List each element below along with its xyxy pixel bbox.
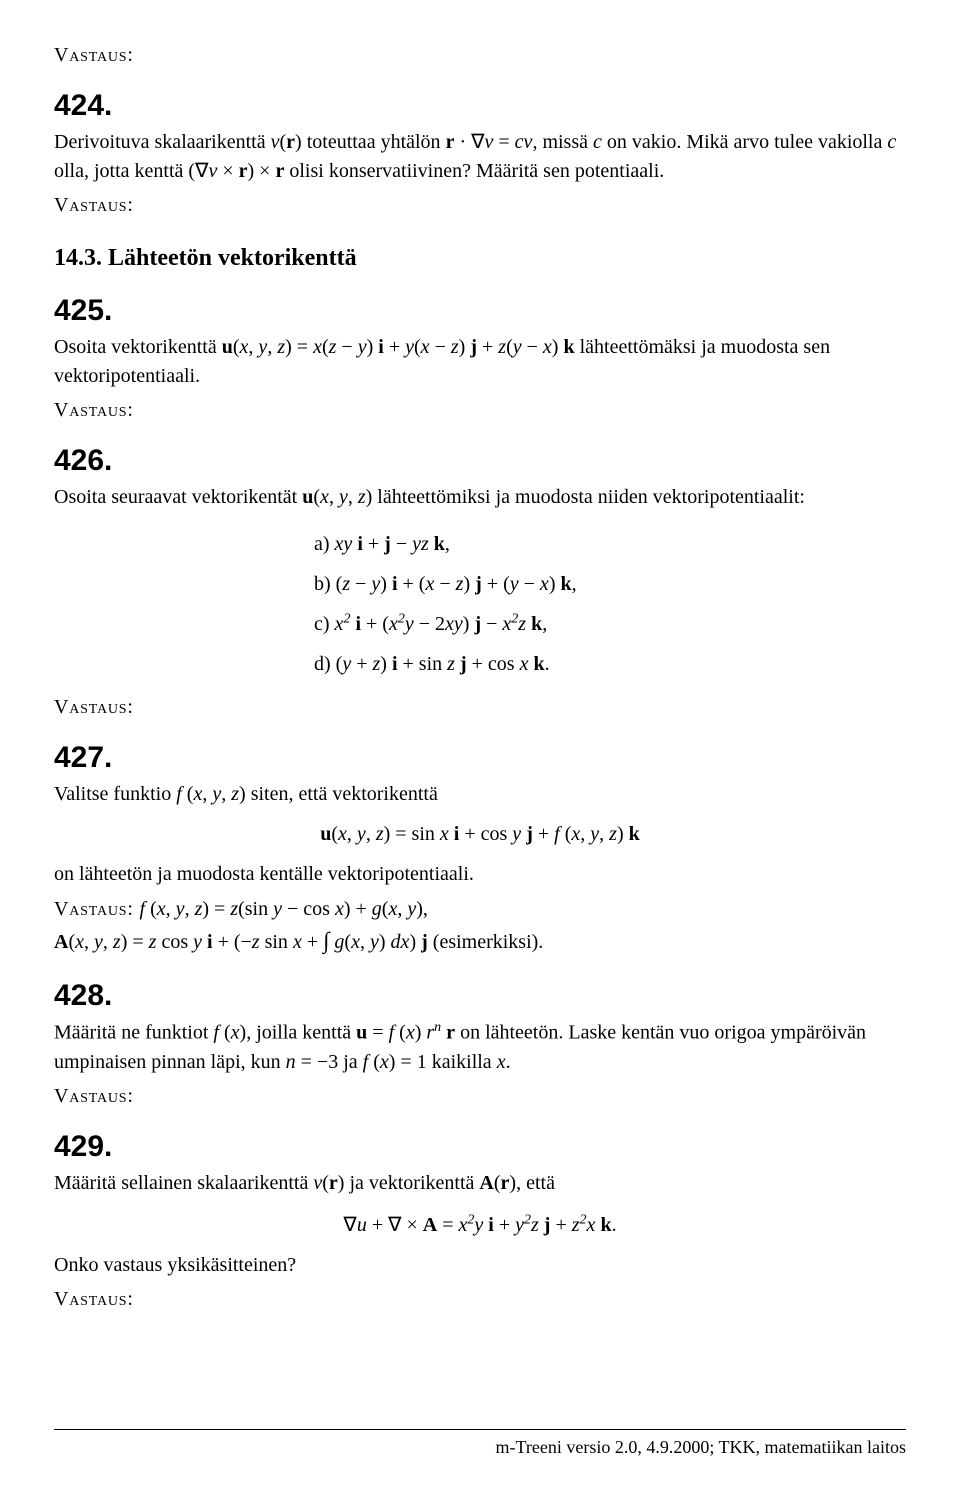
problem-425-number: 425. (54, 294, 906, 327)
answer-label-426: Vastaus: (54, 696, 906, 719)
vastaus-text: Vastaus: (54, 696, 134, 718)
problem-428-number: 428. (54, 979, 906, 1012)
problem-427-line2: on lähteetön ja muodosta kentälle vektor… (54, 860, 906, 889)
vastaus-text: Vastaus: (54, 44, 134, 66)
answer-label-top: Vastaus: (54, 44, 906, 67)
answer-label-424: Vastaus: (54, 194, 906, 217)
problem-426-item-c: c) x2 i + (x2y − 2xy) j − x2z k, (314, 604, 906, 644)
footer-divider (54, 1429, 906, 1430)
problem-426-item-d: d) (y + z) i + sin z j + cos x k. (314, 644, 906, 684)
problem-426-item-b: b) (z − y) i + (x − z) j + (y − x) k, (314, 564, 906, 604)
problem-426-item-a: a) xy i + j − yz k, (314, 524, 906, 564)
page: Vastaus: 424. Derivoituva skalaarikenttä… (0, 0, 960, 1488)
problem-429-eq: ∇u + ∇ × A = x2y i + y2z j + z2x k. (54, 1212, 906, 1237)
problem-427-line1: Valitse funktio f (x, y, z) siten, että … (54, 780, 906, 809)
vastaus-text: Vastaus: (54, 194, 134, 216)
section-title: Lähteetön vektorikenttä (108, 245, 357, 271)
answer-label-428: Vastaus: (54, 1085, 906, 1108)
problem-427-answer: Vastaus: f (x, y, z) = z(sin y − cos x) … (54, 895, 906, 957)
problem-426-number: 426. (54, 444, 906, 477)
vastaus-prefix: Vastaus: (54, 898, 140, 920)
vastaus-text: Vastaus: (54, 1288, 134, 1310)
problem-424-text: Derivoituva skalaarikenttä v(r) toteutta… (54, 128, 906, 186)
problem-429-line2: Onko vastaus yksikäsitteinen? (54, 1251, 906, 1280)
problem-427-number: 427. (54, 741, 906, 774)
problem-426-items: a) xy i + j − yz k, b) (z − y) i + (x − … (314, 524, 906, 684)
section-number: 14.3. (54, 245, 102, 271)
problem-429-line1: Määritä sellainen skalaarikenttä v(r) ja… (54, 1169, 906, 1198)
problem-426-intro: Osoita seuraavat vektorikentät u(x, y, z… (54, 483, 906, 512)
answer-label-425: Vastaus: (54, 399, 906, 422)
footer-text: m-Treeni versio 2.0, 4.9.2000; TKK, mate… (496, 1437, 906, 1458)
problem-429-number: 429. (54, 1130, 906, 1163)
answer-label-429: Vastaus: (54, 1288, 906, 1311)
problem-424-number: 424. (54, 89, 906, 122)
vastaus-text: Vastaus: (54, 399, 134, 421)
problem-425-text: Osoita vektorikenttä u(x, y, z) = x(z − … (54, 333, 906, 391)
problem-428-text: Määritä ne funktiot f (x), joilla kenttä… (54, 1018, 906, 1077)
vastaus-text: Vastaus: (54, 1085, 134, 1107)
section-heading: 14.3. Lähteetön vektorikenttä (54, 245, 906, 272)
problem-427-eq: u(x, y, z) = sin x i + cos y j + f (x, y… (54, 823, 906, 846)
